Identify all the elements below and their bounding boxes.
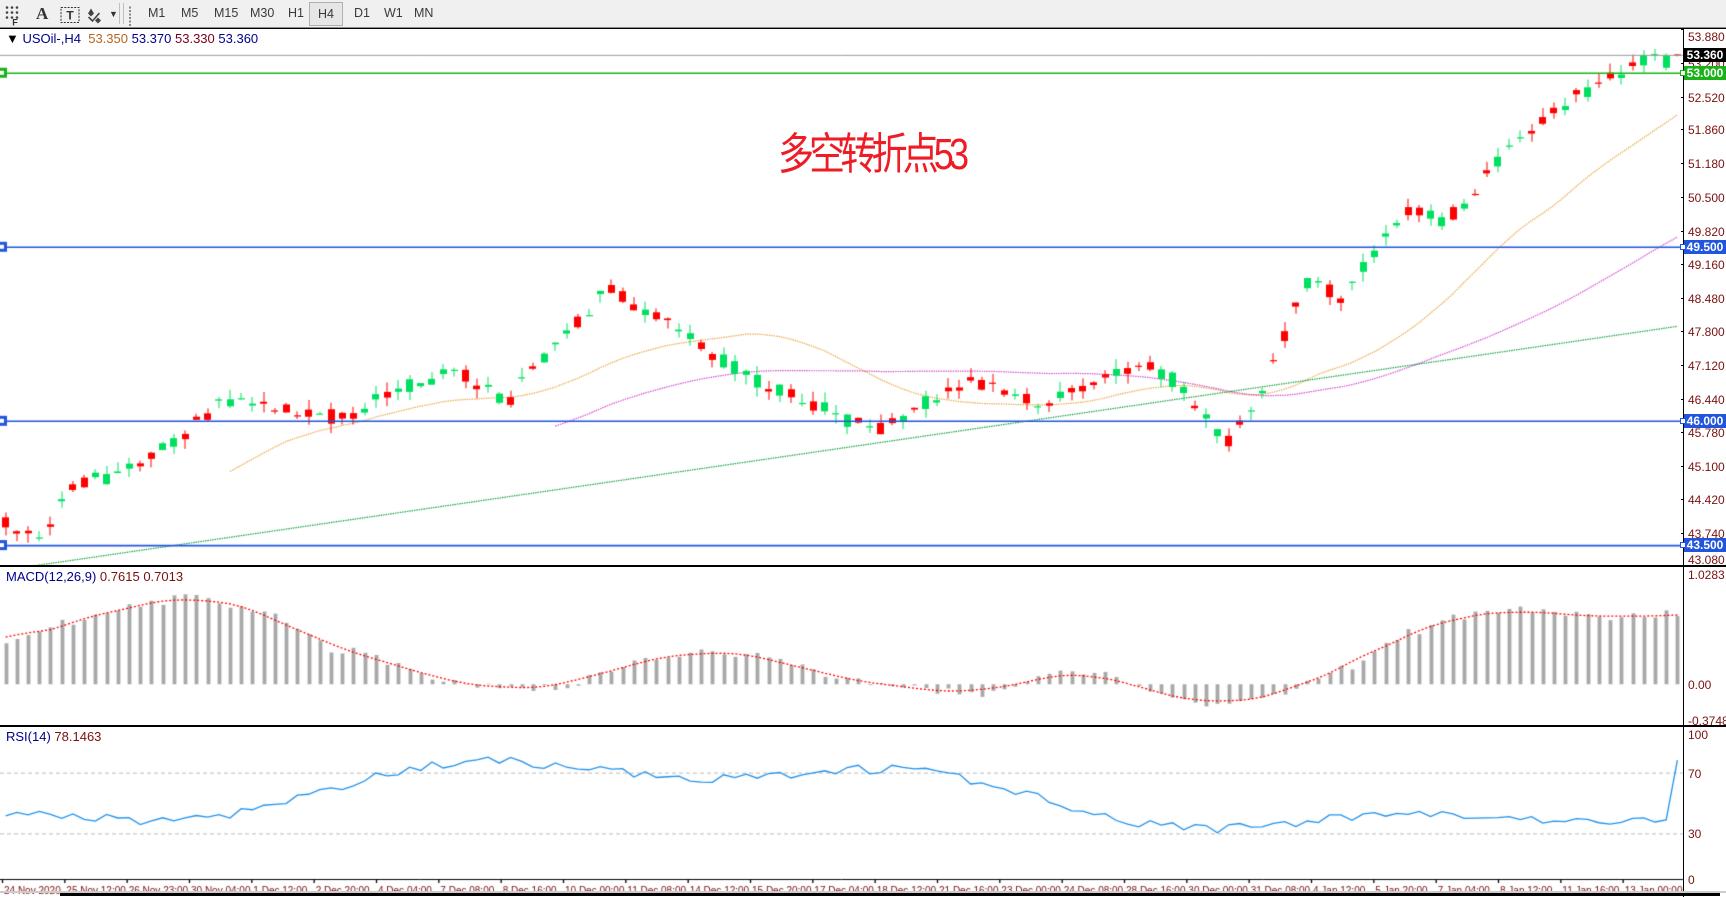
- svg-text:T: T: [66, 9, 74, 23]
- svg-text:F: F: [12, 18, 18, 28]
